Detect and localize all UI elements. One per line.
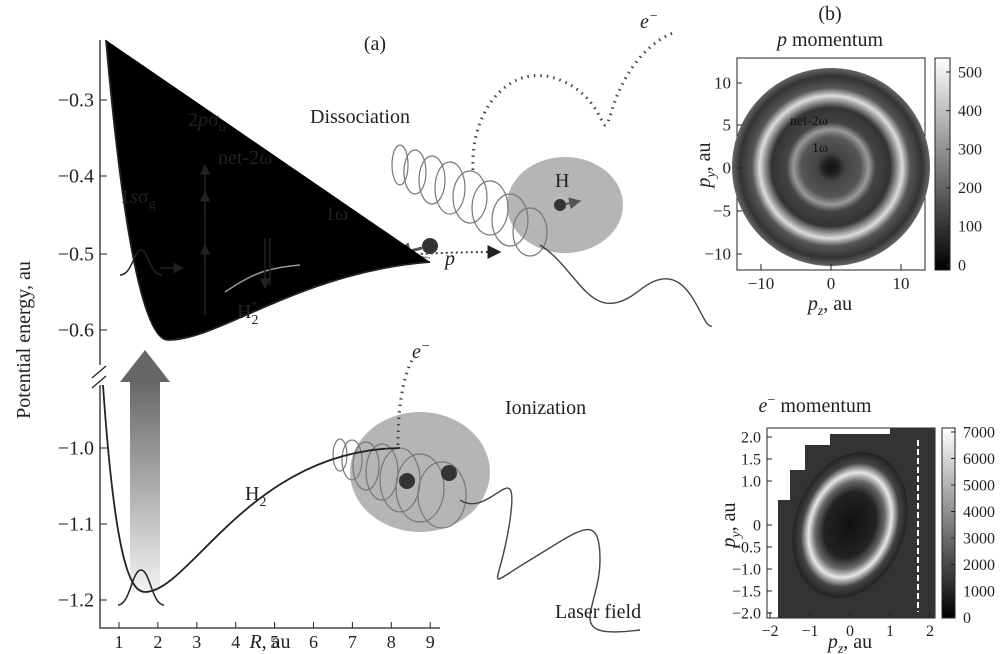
process-label: Dissociation [310, 106, 410, 128]
colorbar [935, 58, 950, 270]
tick-label: 0 [753, 517, 761, 534]
proton-map [732, 68, 930, 266]
tick-label: −0.5 [732, 539, 761, 556]
tick-label: 0 [827, 274, 836, 293]
tick-label: 4 [231, 632, 240, 652]
tick-label: −10 [748, 274, 775, 293]
tick-label: −2 [761, 623, 778, 640]
tick-label: 2 [926, 623, 934, 640]
pathway-label: 1ω [325, 203, 348, 225]
tick-label: 2.0 [741, 429, 761, 446]
tick-label: 400 [958, 103, 982, 120]
tick-label: 200 [958, 180, 982, 197]
tick-label: 7000 [963, 424, 995, 441]
tick-label: −5 [713, 202, 731, 221]
map-title: p momentum [775, 29, 884, 51]
particle-label: H [555, 170, 569, 192]
x-axis-label: pz, au [806, 293, 852, 319]
tick-label: −1.0 [58, 438, 94, 460]
tick-label: 2000 [963, 557, 995, 574]
tick-label: −0.3 [58, 90, 94, 112]
tick-label: 0 [963, 610, 971, 627]
tick-label: 0 [723, 159, 732, 178]
tick-label: 7 [348, 632, 357, 652]
tick-label: 10 [893, 274, 910, 293]
y-axis-label: Potential energy, au [13, 261, 35, 419]
tick-label: 1 [886, 623, 894, 640]
ring-label: 1ω [812, 141, 828, 156]
panel-label: (a) [364, 33, 386, 55]
y-axis-label: py, au [693, 142, 719, 189]
tick-label: −2.0 [732, 605, 761, 622]
tick-label: 8 [387, 632, 396, 652]
tick-label: 0 [846, 623, 854, 640]
map-title: e− momentum [759, 393, 872, 417]
tick-label: 1000 [963, 583, 995, 600]
tick-label: 500 [958, 64, 982, 81]
particle-label: e− [640, 9, 658, 33]
tick-label: 100 [958, 219, 982, 236]
tick-label: 5 [723, 116, 732, 135]
tick-label: 3000 [963, 530, 995, 547]
colorbar [942, 428, 955, 618]
tick-label: 5 [270, 632, 279, 652]
tick-label: −1.1 [58, 514, 94, 536]
panel-label: (b) [818, 3, 841, 25]
particle-label: p [443, 248, 455, 270]
tick-label: 1.0 [741, 473, 761, 490]
ion-label: H2+ [237, 297, 258, 328]
particle-label: e− [412, 339, 430, 363]
figure: Potential energy, au R, au −0.3−0.4−0.5−… [0, 0, 1002, 654]
tick-label: 2 [153, 632, 162, 652]
laser-label: Laser field [555, 601, 641, 623]
tick-label: 0 [958, 257, 966, 274]
tick-label: −0.4 [58, 166, 94, 188]
molecule-label: H2 [245, 483, 266, 510]
tick-label: 1.5 [741, 451, 761, 468]
tick-label: 10 [714, 74, 731, 93]
process-label: Ionization [505, 397, 586, 419]
tick-label: 4000 [963, 504, 995, 521]
ring-label: net-2ω [790, 114, 828, 129]
tick-label: 300 [958, 142, 982, 159]
pathway-label: net-2ω [218, 147, 272, 169]
tick-label: 1 [115, 632, 124, 652]
tick-label: 5000 [963, 477, 995, 494]
tick-label: −0.5 [58, 244, 94, 266]
tick-label: −1.0 [732, 561, 761, 578]
tick-label: −0.6 [58, 320, 94, 342]
tick-label: 6 [309, 632, 318, 652]
tick-label: −10 [704, 245, 731, 264]
tick-label: 3 [192, 632, 201, 652]
tick-label: 6000 [963, 451, 995, 468]
tick-label: −1.5 [732, 583, 761, 600]
tick-label: −1 [801, 623, 818, 640]
tick-label: 9 [426, 632, 435, 652]
tick-label: −1.2 [58, 590, 94, 612]
